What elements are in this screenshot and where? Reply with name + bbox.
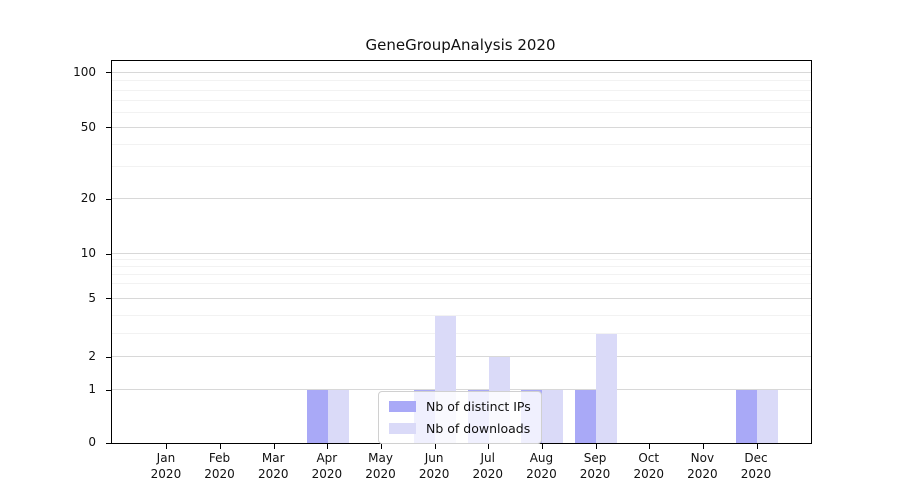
major-gridline (112, 126, 811, 128)
y-tick-label: 0 (88, 435, 96, 449)
y-tick-mark (106, 356, 111, 358)
y-tick-mark (106, 253, 111, 255)
chart-title: GeneGroupAnalysis 2020 (365, 36, 556, 54)
legend-entry-downloads: Nb of downloads (389, 421, 531, 436)
x-tick-mark (541, 444, 543, 449)
x-tick-label: Dec 2020 (740, 451, 772, 481)
x-tick-mark (327, 444, 329, 449)
x-tick-mark (220, 444, 222, 449)
x-tick-mark (702, 444, 704, 449)
x-tick-label: Aug 2020 (526, 451, 557, 481)
minor-gridline (112, 143, 811, 145)
y-tick-label: 10 (80, 246, 96, 260)
y-tick-mark (106, 198, 111, 200)
x-tick-label: Jul 2020 (472, 451, 504, 481)
minor-gridline (112, 166, 811, 168)
y-tick-label: 50 (80, 119, 96, 134)
minor-gridline (112, 79, 811, 81)
minor-gridline (112, 258, 811, 260)
y-tick-label: 2 (88, 349, 96, 364)
y-tick-label: 5 (88, 290, 96, 305)
minor-gridline (112, 273, 811, 275)
bar-distinct-ips-apr (306, 390, 328, 443)
minor-gridline (112, 282, 811, 284)
y-tick-mark (106, 389, 111, 391)
legend-label-downloads: Nb of downloads (426, 421, 531, 436)
x-tick-label: Apr 2020 (311, 451, 343, 481)
bar-distinct-ips-dec (736, 390, 758, 443)
minor-gridline (112, 314, 811, 316)
x-tick-mark (381, 444, 383, 449)
y-tick-mark (106, 127, 111, 129)
x-tick-mark (756, 444, 758, 449)
legend-swatch-downloads-icon (389, 423, 416, 434)
x-tick-mark (649, 444, 651, 449)
x-tick-mark (595, 444, 597, 449)
legend-label-distinct-ips: Nb of distinct IPs (426, 399, 531, 414)
major-gridline (112, 389, 811, 391)
plot-area: Nb of distinct IPs Nb of downloads (106, 60, 812, 449)
legend-swatch-distinct-ips-icon (389, 401, 416, 412)
major-gridline (112, 297, 811, 299)
x-tick-mark (273, 444, 275, 449)
y-tick-label: 20 (80, 191, 96, 206)
y-tick-mark (106, 72, 111, 74)
bar-downloads-sep (596, 333, 618, 443)
major-gridline (112, 356, 811, 358)
y-tick-mark (106, 298, 111, 300)
major-gridline (112, 253, 811, 254)
minor-gridline (112, 332, 811, 334)
bar-downloads-apr (327, 390, 349, 443)
x-tick-label: Mar 2020 (257, 451, 289, 481)
x-tick-label: Jun 2020 (418, 451, 450, 481)
y-tick-label: 100 (73, 64, 96, 79)
legend: Nb of distinct IPs Nb of downloads (378, 391, 542, 444)
x-tick-mark (166, 444, 168, 449)
x-tick-label: Feb 2020 (204, 451, 235, 481)
y-tick-label: 1 (88, 382, 96, 397)
x-axis-labels: Jan 2020 Feb 2020 Mar 2020 Apr 2020 May 2020… (111, 450, 810, 490)
x-tick-label: Jan 2020 (150, 451, 182, 481)
bar-distinct-ips-sep (575, 390, 597, 443)
minor-gridline (112, 265, 811, 267)
x-tick-label: Oct 2020 (633, 451, 665, 481)
minor-gridline (112, 111, 811, 113)
bar-downloads-dec (757, 390, 779, 443)
legend-entry-distinct-ips: Nb of distinct IPs (389, 399, 531, 414)
y-tick-mark (106, 442, 111, 444)
major-gridline (112, 198, 811, 200)
bar-downloads-aug (542, 390, 564, 443)
x-tick-label: Nov 2020 (687, 451, 718, 481)
major-gridline (112, 71, 811, 73)
y-axis-labels: 0 1 2 5 10 20 50 100 (0, 60, 104, 448)
minor-gridline (112, 99, 811, 101)
x-tick-label: May 2020 (365, 451, 396, 481)
x-tick-mark (434, 444, 436, 449)
minor-gridline (112, 89, 811, 91)
x-tick-mark (488, 444, 490, 449)
x-tick-label: Sep 2020 (579, 451, 611, 481)
